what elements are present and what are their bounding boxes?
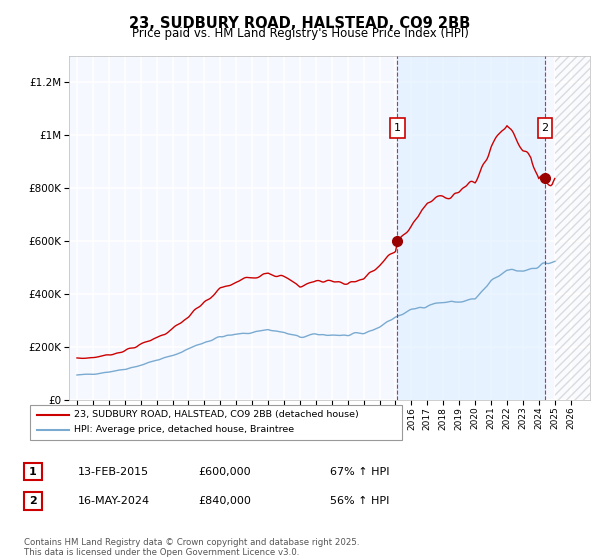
Text: HPI: Average price, detached house, Braintree: HPI: Average price, detached house, Brai… <box>74 426 294 435</box>
Text: Price paid vs. HM Land Registry's House Price Index (HPI): Price paid vs. HM Land Registry's House … <box>131 27 469 40</box>
Text: 56% ↑ HPI: 56% ↑ HPI <box>330 496 389 506</box>
FancyBboxPatch shape <box>390 118 404 138</box>
Text: £600,000: £600,000 <box>198 466 251 477</box>
Text: £840,000: £840,000 <box>198 496 251 506</box>
FancyBboxPatch shape <box>538 118 552 138</box>
Text: 23, SUDBURY ROAD, HALSTEAD, CO9 2BB: 23, SUDBURY ROAD, HALSTEAD, CO9 2BB <box>130 16 470 31</box>
Bar <box>555 56 590 400</box>
Text: 2: 2 <box>541 123 548 133</box>
Text: 1: 1 <box>394 123 401 133</box>
Text: 1: 1 <box>29 466 37 477</box>
Text: Contains HM Land Registry data © Crown copyright and database right 2025.
This d: Contains HM Land Registry data © Crown c… <box>24 538 359 557</box>
Text: 16-MAY-2024: 16-MAY-2024 <box>78 496 150 506</box>
Bar <box>397 56 545 400</box>
Bar <box>555 56 590 400</box>
Text: 23, SUDBURY ROAD, HALSTEAD, CO9 2BB (detached house): 23, SUDBURY ROAD, HALSTEAD, CO9 2BB (det… <box>74 410 359 419</box>
Text: 2: 2 <box>29 496 37 506</box>
Text: 13-FEB-2015: 13-FEB-2015 <box>78 466 149 477</box>
Text: 67% ↑ HPI: 67% ↑ HPI <box>330 466 389 477</box>
